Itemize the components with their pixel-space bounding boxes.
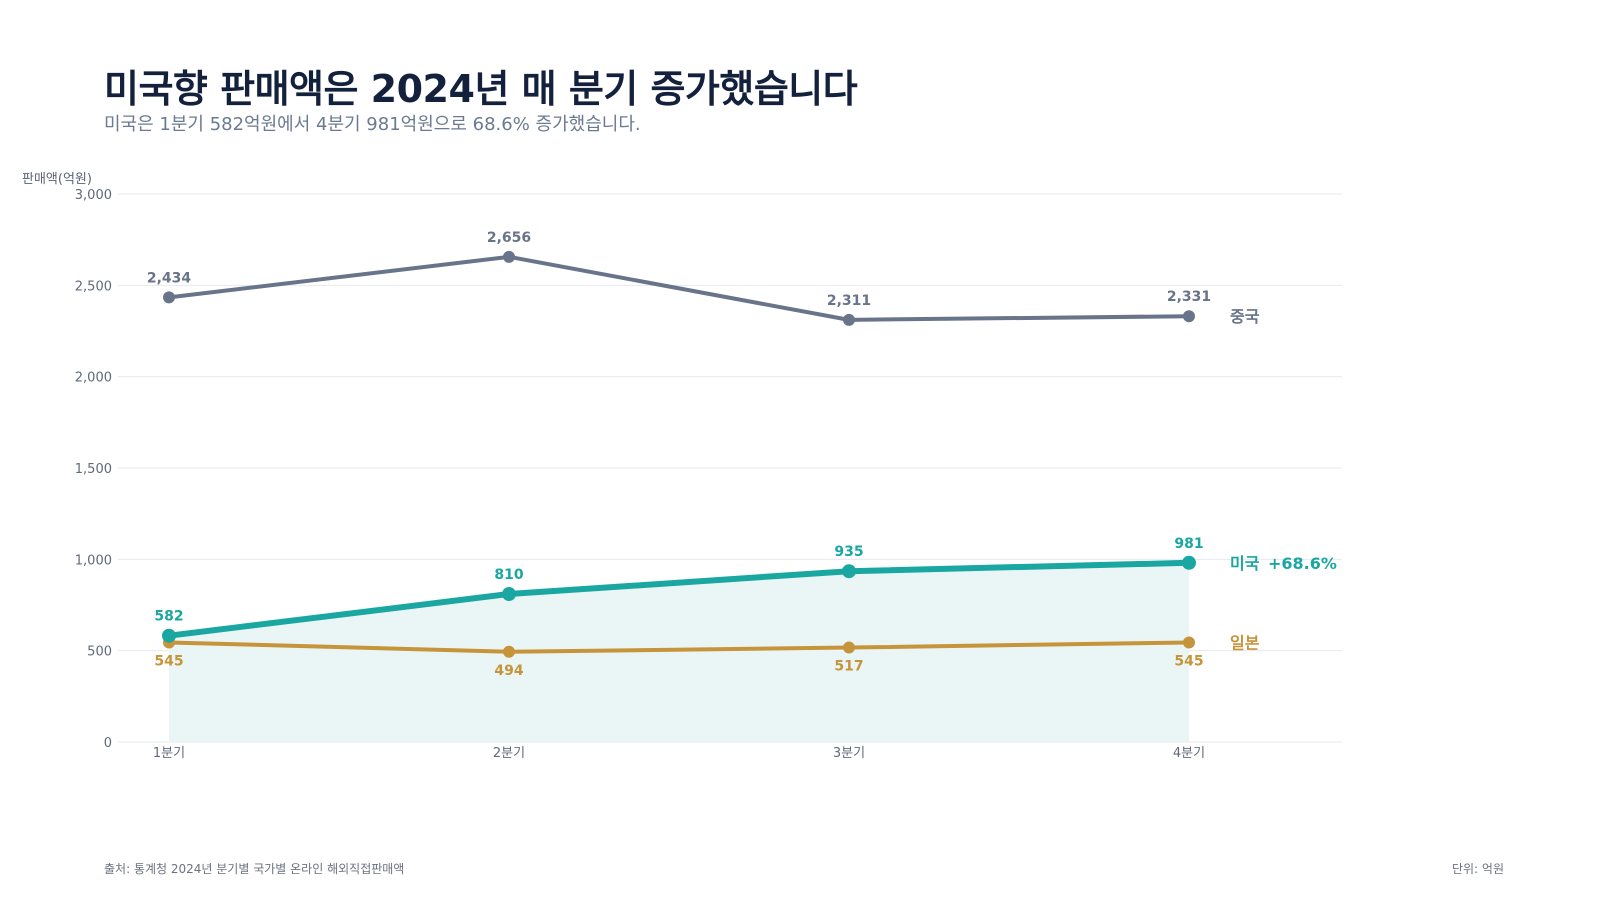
series-label: 미국	[1230, 554, 1260, 573]
data-labels: 2,434 2,656 2,311 2,331 중국 545 494 517 545 일본 582 8…	[147, 230, 1337, 679]
data-point	[503, 645, 515, 658]
y-tick-label: 1,000	[75, 553, 112, 568]
data-label: 545	[154, 653, 183, 669]
axis-ticks: 0 500 1,000 1,500 2,000 2,500 3,000 1분기 2분기 3분기 4분…	[75, 188, 1205, 761]
series-lines	[166, 254, 1192, 654]
data-point	[503, 250, 515, 263]
y-tick-label: 2,500	[75, 279, 112, 294]
data-point	[162, 628, 176, 643]
series-label: 일본	[1230, 633, 1260, 652]
y-tick-label: 0	[104, 736, 112, 751]
data-label: 935	[834, 544, 863, 560]
unit-note: 단위: 억원	[1451, 862, 1504, 876]
data-label: 545	[1174, 653, 1203, 669]
y-tick-label: 500	[87, 645, 112, 660]
source-note: 출처: 통계청 2024년 분기별 국가별 온라인 해외직접판매액	[104, 862, 405, 876]
y-tick-label: 3,000	[75, 188, 112, 203]
data-label: 517	[834, 659, 863, 675]
area-fill-layer	[169, 562, 1189, 742]
chart-subtitle: 미국은 1분기 582억원에서 4분기 981억원으로 68.6% 증가했습니다…	[104, 114, 641, 135]
series-annotation: +68.6%	[1268, 554, 1337, 573]
series-line	[167, 640, 1191, 654]
data-point	[842, 564, 856, 579]
data-point	[1183, 310, 1195, 323]
data-point	[163, 291, 175, 304]
data-label: 2,434	[147, 270, 192, 286]
y-axis-title: 판매액(억원)	[22, 172, 92, 187]
data-point	[843, 641, 855, 654]
data-points	[162, 250, 1196, 658]
data-point	[1182, 555, 1196, 570]
data-label: 582	[154, 609, 183, 625]
chart-title: 미국향 판매액은 2024년 매 분기 증가했습니다	[104, 67, 858, 111]
series-label: 중국	[1230, 307, 1260, 326]
x-tick-label: 1분기	[153, 746, 185, 761]
data-label: 2,311	[827, 293, 871, 309]
series-line	[166, 559, 1192, 639]
data-point	[1183, 636, 1195, 649]
data-point	[502, 587, 516, 602]
data-label: 981	[1174, 536, 1203, 552]
data-label: 2,331	[1167, 289, 1211, 305]
x-tick-label: 2분기	[493, 746, 525, 761]
y-tick-label: 1,500	[75, 462, 112, 477]
gridlines	[118, 193, 1342, 743]
y-tick-label: 2,000	[75, 371, 112, 386]
data-label: 2,656	[487, 230, 531, 246]
area-fill-미국	[169, 562, 1189, 742]
data-label: 810	[494, 567, 523, 583]
series-line	[167, 254, 1191, 322]
data-label: 494	[494, 663, 523, 679]
x-tick-label: 4분기	[1173, 746, 1205, 761]
data-point	[843, 313, 855, 326]
x-tick-label: 3분기	[833, 746, 865, 761]
